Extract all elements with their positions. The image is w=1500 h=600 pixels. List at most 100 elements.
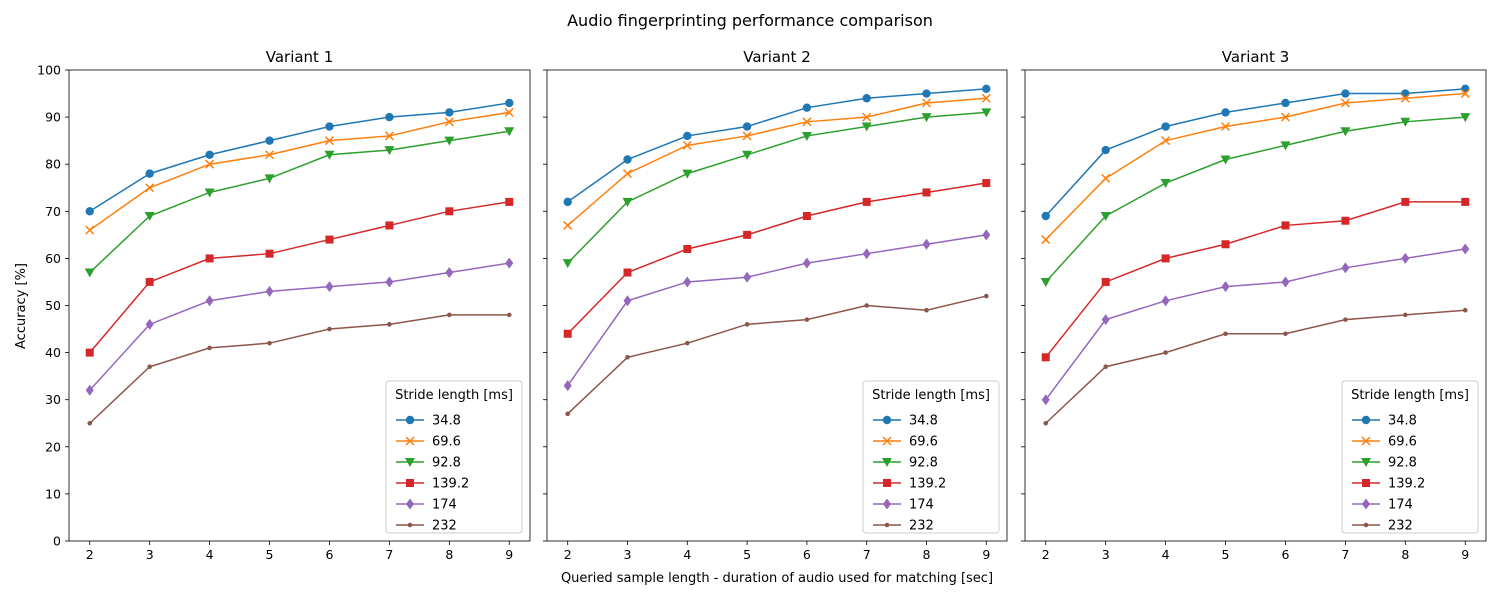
series-line-3-69.6 — [1045, 92, 1466, 241]
series-line-3-34.8 — [1045, 88, 1466, 217]
legend-marker-2-3 — [883, 479, 891, 487]
x-tick-label-3-0: 2 — [1042, 547, 1050, 562]
marker-p1-s1-3 — [265, 150, 275, 160]
series-line-1-92.8 — [89, 130, 510, 274]
marker-p2-s0-3 — [742, 122, 752, 131]
marker-p1-s5-3 — [267, 340, 272, 346]
marker-p1-s2-6 — [444, 136, 455, 146]
marker-p1-s0-7 — [505, 98, 514, 108]
marker-p3-s5-1 — [1103, 364, 1108, 370]
marker-p1-s3-3 — [265, 249, 274, 258]
marker-p3-s2-1 — [1100, 212, 1111, 222]
marker-p2-s2-2 — [682, 169, 693, 179]
legend-label-1-5: 232 — [432, 519, 457, 534]
marker-p2-s2-3 — [742, 150, 753, 160]
marker-p2-s4-5 — [862, 248, 871, 260]
marker-p1-s5-5 — [387, 322, 392, 327]
x-tick-label-2-2: 4 — [683, 547, 691, 562]
marker-p3-s5-6 — [1403, 312, 1408, 318]
x-tick-label-2-0: 2 — [564, 547, 572, 562]
marker-p1-s4-7 — [505, 257, 514, 269]
marker-p1-s2-5 — [384, 146, 395, 156]
marker-p3-s2-6 — [1400, 117, 1411, 127]
marker-p3-s1-1 — [1101, 173, 1111, 183]
marker-p2-s3-1 — [623, 268, 632, 277]
marker-p3-s5-0 — [1043, 420, 1049, 426]
marker-p3-s0-1 — [1101, 145, 1110, 155]
marker-p3-s3-1 — [1101, 277, 1110, 286]
marker-p2-s4-6 — [922, 238, 931, 250]
x-tick-label-1-2: 4 — [206, 547, 214, 562]
marker-p1-s5-0 — [87, 420, 93, 426]
legend-marker-1-4 — [406, 498, 414, 510]
y-tick-label-2: 20 — [45, 439, 61, 454]
legend-marker-3-5 — [1363, 522, 1369, 528]
marker-p3-s0-7 — [1461, 84, 1470, 94]
series-line-3-174 — [1045, 248, 1466, 401]
marker-p2-s1-6 — [921, 98, 932, 108]
marker-p2-s0-0 — [563, 197, 572, 207]
series-line-1-139.2 — [89, 201, 510, 354]
marker-p1-s1-6 — [444, 117, 454, 127]
y-tick-label-4: 40 — [45, 345, 61, 360]
marker-p3-s5-7 — [1462, 307, 1468, 313]
marker-p1-s4-4 — [325, 281, 334, 293]
legend-title-1: Stride length [ms] — [395, 388, 513, 403]
x-axis-label: Queried sample length - duration of audi… — [561, 571, 993, 586]
x-tick-label-2-3: 5 — [743, 547, 751, 562]
marker-p2-s1-5 — [862, 112, 872, 122]
legend-marker-1-2 — [405, 458, 415, 467]
marker-p2-s1-2 — [682, 140, 692, 150]
marker-p1-s4-6 — [445, 267, 454, 279]
legend-label-1-4: 174 — [432, 498, 457, 513]
marker-p2-s3-5 — [862, 197, 871, 206]
marker-p1-s1-0 — [85, 225, 95, 235]
x-tick-label-3-7: 9 — [1461, 547, 1469, 562]
legend-marker-3-2 — [1361, 458, 1371, 467]
marker-p3-s4-6 — [1401, 252, 1410, 264]
marker-p3-s1-4 — [1280, 112, 1290, 122]
marker-p1-s1-4 — [324, 136, 334, 146]
marker-p3-s2-5 — [1340, 127, 1351, 137]
marker-p3-s1-6 — [1400, 93, 1410, 103]
marker-p3-s2-4 — [1280, 141, 1291, 151]
x-tick-label-3-3: 5 — [1222, 547, 1230, 562]
marker-p3-s3-6 — [1401, 197, 1410, 206]
marker-p3-s5-3 — [1223, 331, 1228, 337]
marker-p2-s4-1 — [623, 295, 632, 307]
marker-p2-s5-4 — [804, 317, 810, 322]
legend-label-1-1: 69.6 — [432, 435, 461, 450]
marker-p3-s1-2 — [1161, 136, 1171, 146]
marker-p3-s1-5 — [1340, 98, 1350, 108]
x-tick-label-2-7: 9 — [982, 547, 990, 562]
marker-p3-s4-1 — [1101, 314, 1110, 326]
marker-p2-s0-6 — [922, 89, 931, 98]
legend-marker-2-1 — [882, 436, 892, 446]
marker-p1-s2-0 — [84, 268, 95, 278]
marker-p2-s0-7 — [982, 84, 991, 94]
marker-p1-s5-6 — [447, 312, 452, 318]
x-tick-label-1-4: 6 — [325, 547, 333, 562]
legend-marker-2-5 — [884, 522, 890, 528]
x-tick-label-1-6: 8 — [445, 547, 453, 562]
marker-p1-s4-0 — [85, 384, 94, 396]
marker-p2-s3-6 — [922, 188, 931, 197]
series-line-1-34.8 — [89, 102, 510, 212]
series-line-2-92.8 — [567, 111, 987, 264]
legend-marker-1-1 — [405, 436, 415, 446]
marker-p1-s4-1 — [145, 318, 154, 330]
legend-marker-1-5 — [407, 522, 413, 528]
marker-p2-s5-2 — [685, 340, 690, 346]
marker-p2-s4-3 — [743, 271, 752, 283]
marker-p2-s1-1 — [622, 169, 633, 179]
y-axis-label: Accuracy [%] — [14, 263, 29, 349]
x-tick-label-3-1: 3 — [1102, 547, 1110, 562]
marker-p2-s5-0 — [565, 411, 570, 417]
marker-p3-s3-4 — [1281, 221, 1290, 230]
series-line-2-34.8 — [567, 88, 987, 203]
marker-p1-s1-1 — [145, 183, 155, 193]
y-tick-label-5: 50 — [45, 298, 61, 313]
legend-label-3-2: 92.8 — [1388, 456, 1417, 471]
marker-p1-s2-4 — [324, 150, 335, 160]
